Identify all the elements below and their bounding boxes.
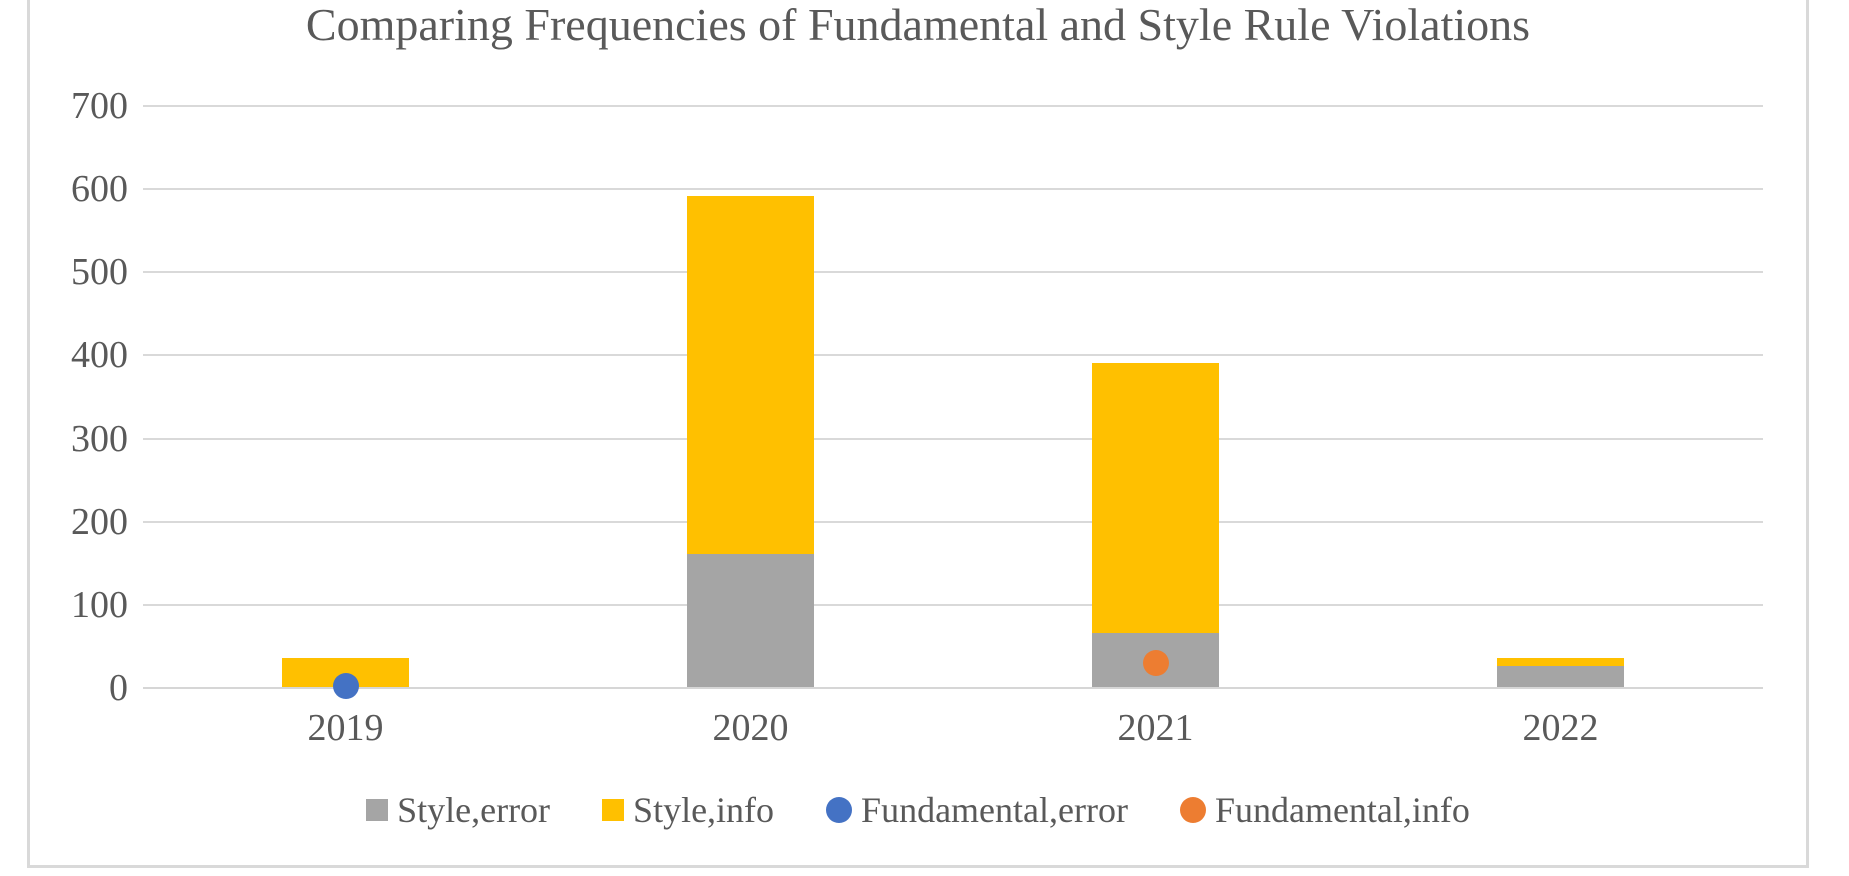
y-gridline: [143, 520, 1763, 523]
bar-segment-style-error: [687, 553, 814, 687]
chart-legend: Style,error Style,info Fundamental,error Fu…: [27, 788, 1809, 832]
legend-item-style-error: Style,error: [366, 788, 550, 832]
x-axis-line: [143, 687, 1763, 689]
y-tick-label: 100: [71, 583, 128, 626]
legend-circle-marker-icon: [1179, 797, 1206, 823]
y-tick-label: 400: [71, 334, 128, 377]
x-axis-label: 2021: [1117, 707, 1194, 749]
legend-square-marker-icon: [366, 799, 389, 821]
y-gridline: [143, 354, 1763, 357]
data-point-fundamental-error: [332, 673, 359, 700]
legend-item-fundamental-info: Fundamental,info: [1179, 788, 1470, 832]
y-tick-label: 600: [71, 168, 128, 211]
y-gridline: [143, 437, 1763, 440]
legend-item-fundamental-error: Fundamental,error: [826, 788, 1128, 832]
y-gridline: [143, 603, 1763, 606]
x-axis-label: 2022: [1522, 707, 1599, 749]
legend-circle-marker-icon: [826, 797, 853, 823]
legend-square-marker-icon: [602, 799, 625, 821]
legend-label: Style,error: [397, 790, 551, 830]
x-axis-label: 2020: [712, 707, 789, 749]
y-tick-label: 200: [71, 500, 128, 543]
y-gridline: [143, 271, 1763, 274]
legend-label: Fundamental,info: [1214, 790, 1470, 830]
chart-title: Comparing Frequencies of Fundamental and…: [305, 0, 1531, 50]
bar-segment-style-info: [1497, 657, 1624, 667]
bar-segment-style-error: [1497, 666, 1624, 687]
bar-segment-style-info: [687, 196, 814, 554]
y-tick-label: 300: [71, 417, 128, 460]
y-tick-label: 700: [71, 85, 128, 128]
y-gridline: [143, 105, 1763, 108]
y-tick-label: 0: [109, 667, 128, 709]
y-gridline: [143, 188, 1763, 191]
chart-container: [27, 0, 1809, 868]
legend-item-style-info: Style,info: [602, 788, 774, 832]
x-axis-label: 2019: [307, 707, 384, 749]
data-point-fundamental-info: [1142, 650, 1169, 677]
legend-label: Fundamental,error: [861, 790, 1128, 830]
bar-segment-style-info: [1092, 362, 1219, 633]
legend-label: Style,info: [633, 790, 775, 830]
y-tick-label: 500: [71, 251, 128, 294]
